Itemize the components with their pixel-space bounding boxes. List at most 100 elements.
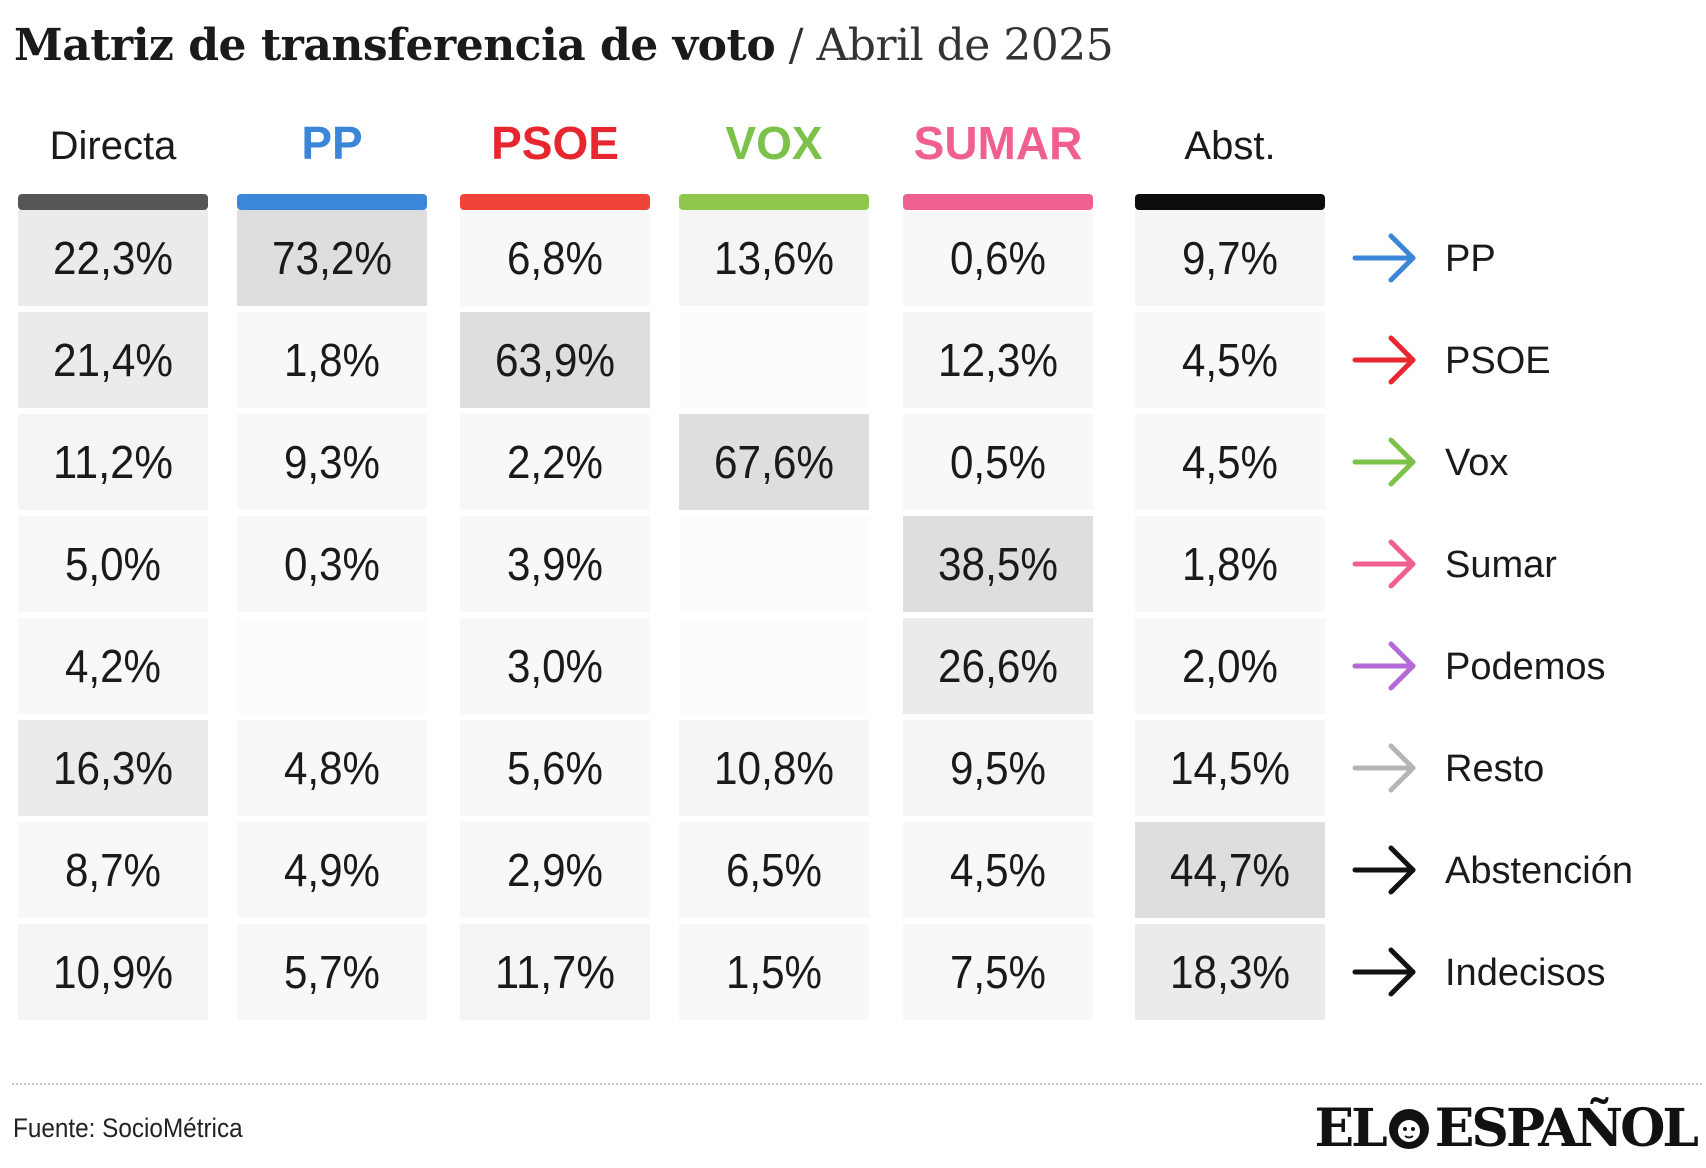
matrix-cell-value: 3,9% (507, 538, 603, 590)
logo-text-el: EL (1314, 1098, 1388, 1159)
matrix-cell (460, 822, 650, 918)
matrix-cell-value: 9,7% (1182, 232, 1278, 284)
matrix-cell (18, 924, 208, 1020)
lion-icon (1388, 1108, 1429, 1149)
logo-text-espanol: ESPAÑOL (1434, 1098, 1699, 1159)
matrix-cell-value: 10,9% (53, 946, 173, 998)
matrix-cell-value: 5,7% (284, 946, 380, 998)
matrix-cell (237, 618, 427, 714)
matrix-cell (460, 924, 650, 1020)
matrix-cell-value: 0,5% (950, 436, 1046, 488)
title-main: Matriz de transferencia de voto (14, 20, 776, 71)
footer-divider (12, 1083, 1702, 1085)
column-bar-vox (679, 194, 869, 210)
matrix-cell (18, 414, 208, 510)
matrix-cell (679, 924, 869, 1020)
matrix-cell (460, 516, 650, 612)
matrix-cell (237, 414, 427, 510)
matrix-cell-value: 12,3% (938, 334, 1058, 386)
matrix-cell-value: 4,9% (284, 844, 380, 896)
matrix-cell-value: 38,5% (938, 538, 1058, 590)
matrix-cell (18, 822, 208, 918)
row-label-pp: PP (1445, 238, 1496, 280)
matrix-cell-value: 4,8% (284, 742, 380, 794)
column-bar-pp (237, 194, 427, 210)
matrix-cell (460, 414, 650, 510)
row-label-indecisos: Indecisos (1445, 952, 1606, 994)
column-header-pp: PP (301, 117, 362, 169)
matrix-cell-value: 73,2% (272, 232, 392, 284)
matrix-cell-value: 2,9% (507, 844, 603, 896)
matrix-cell-value: 26,6% (938, 640, 1058, 692)
matrix-cell-value: 8,7% (65, 844, 161, 896)
matrix-cell-value: 6,8% (507, 232, 603, 284)
row-label-abstencin: Abstención (1445, 850, 1633, 892)
matrix-cell (903, 822, 1093, 918)
matrix-cell-value: 4,5% (1182, 436, 1278, 488)
matrix-cell-value: 2,0% (1182, 640, 1278, 692)
matrix-cell (18, 210, 208, 306)
column-header-psoe: PSOE (491, 117, 619, 169)
arrow-icon (1388, 335, 1416, 385)
arrow-icon (1388, 845, 1416, 895)
matrix-cell (679, 618, 869, 714)
matrix-cell-value: 16,3% (53, 742, 173, 794)
matrix-cell-value: 63,9% (495, 334, 615, 386)
matrix-cell-value: 13,6% (714, 232, 834, 284)
matrix-cell (1135, 720, 1325, 816)
matrix-cell (237, 312, 427, 408)
matrix-cell (1135, 210, 1325, 306)
column-header-directa: Directa (50, 124, 177, 168)
matrix-cell (903, 312, 1093, 408)
matrix-cell (1135, 924, 1325, 1020)
matrix-cell-value: 21,4% (53, 334, 173, 386)
matrix-cell-value: 18,3% (1170, 946, 1290, 998)
el-espanol-logo: EL ESPAÑOL (1314, 1098, 1699, 1159)
column-header-vox: VOX (725, 117, 822, 169)
matrix-cell (679, 822, 869, 918)
matrix-cell-value: 44,7% (1170, 844, 1290, 896)
matrix-cell-value: 9,5% (950, 742, 1046, 794)
matrix-cell-value: 0,6% (950, 232, 1046, 284)
matrix-cell-value: 1,5% (726, 946, 822, 998)
arrow-icon (1388, 539, 1416, 589)
source-note: Fuente: SocioMétrica (13, 1113, 243, 1143)
matrix-cell (18, 720, 208, 816)
arrow-icon (1388, 437, 1416, 487)
matrix-cell (903, 618, 1093, 714)
matrix-cell-value: 5,6% (507, 742, 603, 794)
matrix-cell (679, 312, 869, 408)
matrix-cell (679, 720, 869, 816)
row-label-resto: Resto (1445, 748, 1544, 790)
transfer-matrix: Directa PP PSOE VOX SUMAR Abst. 22,3% 73,2% 6,8%… (18, 117, 1633, 1020)
matrix-cell-value: 14,5% (1170, 742, 1290, 794)
matrix-cell-value: 0,3% (284, 538, 380, 590)
arrow-icon (1388, 641, 1416, 691)
matrix-cell (18, 312, 208, 408)
column-bar-abst (1135, 194, 1325, 210)
matrix-cell (1135, 516, 1325, 612)
matrix-cell-value: 11,2% (53, 436, 173, 488)
arrow-icon (1388, 743, 1416, 793)
matrix-cell (460, 210, 650, 306)
matrix-cell (18, 516, 208, 612)
matrix-cell (460, 720, 650, 816)
column-header-sumar: SUMAR (914, 117, 1083, 169)
matrix-cell (679, 516, 869, 612)
title-separator: / (788, 20, 804, 71)
matrix-cell (903, 924, 1093, 1020)
matrix-cell (1135, 312, 1325, 408)
matrix-cell-value: 2,2% (507, 436, 603, 488)
column-bar-psoe (460, 194, 650, 210)
matrix-cell (460, 618, 650, 714)
matrix-cell (237, 516, 427, 612)
arrow-icon (1388, 947, 1416, 997)
matrix-cell (237, 822, 427, 918)
matrix-cell (237, 924, 427, 1020)
chart-title: Matriz de transferencia de voto / Abril … (14, 20, 1114, 71)
matrix-cell (1135, 414, 1325, 510)
matrix-cell-value: 67,6% (714, 436, 834, 488)
matrix-cell (679, 414, 869, 510)
arrow-icon (1388, 233, 1416, 283)
matrix-cell-value: 10,8% (714, 742, 834, 794)
